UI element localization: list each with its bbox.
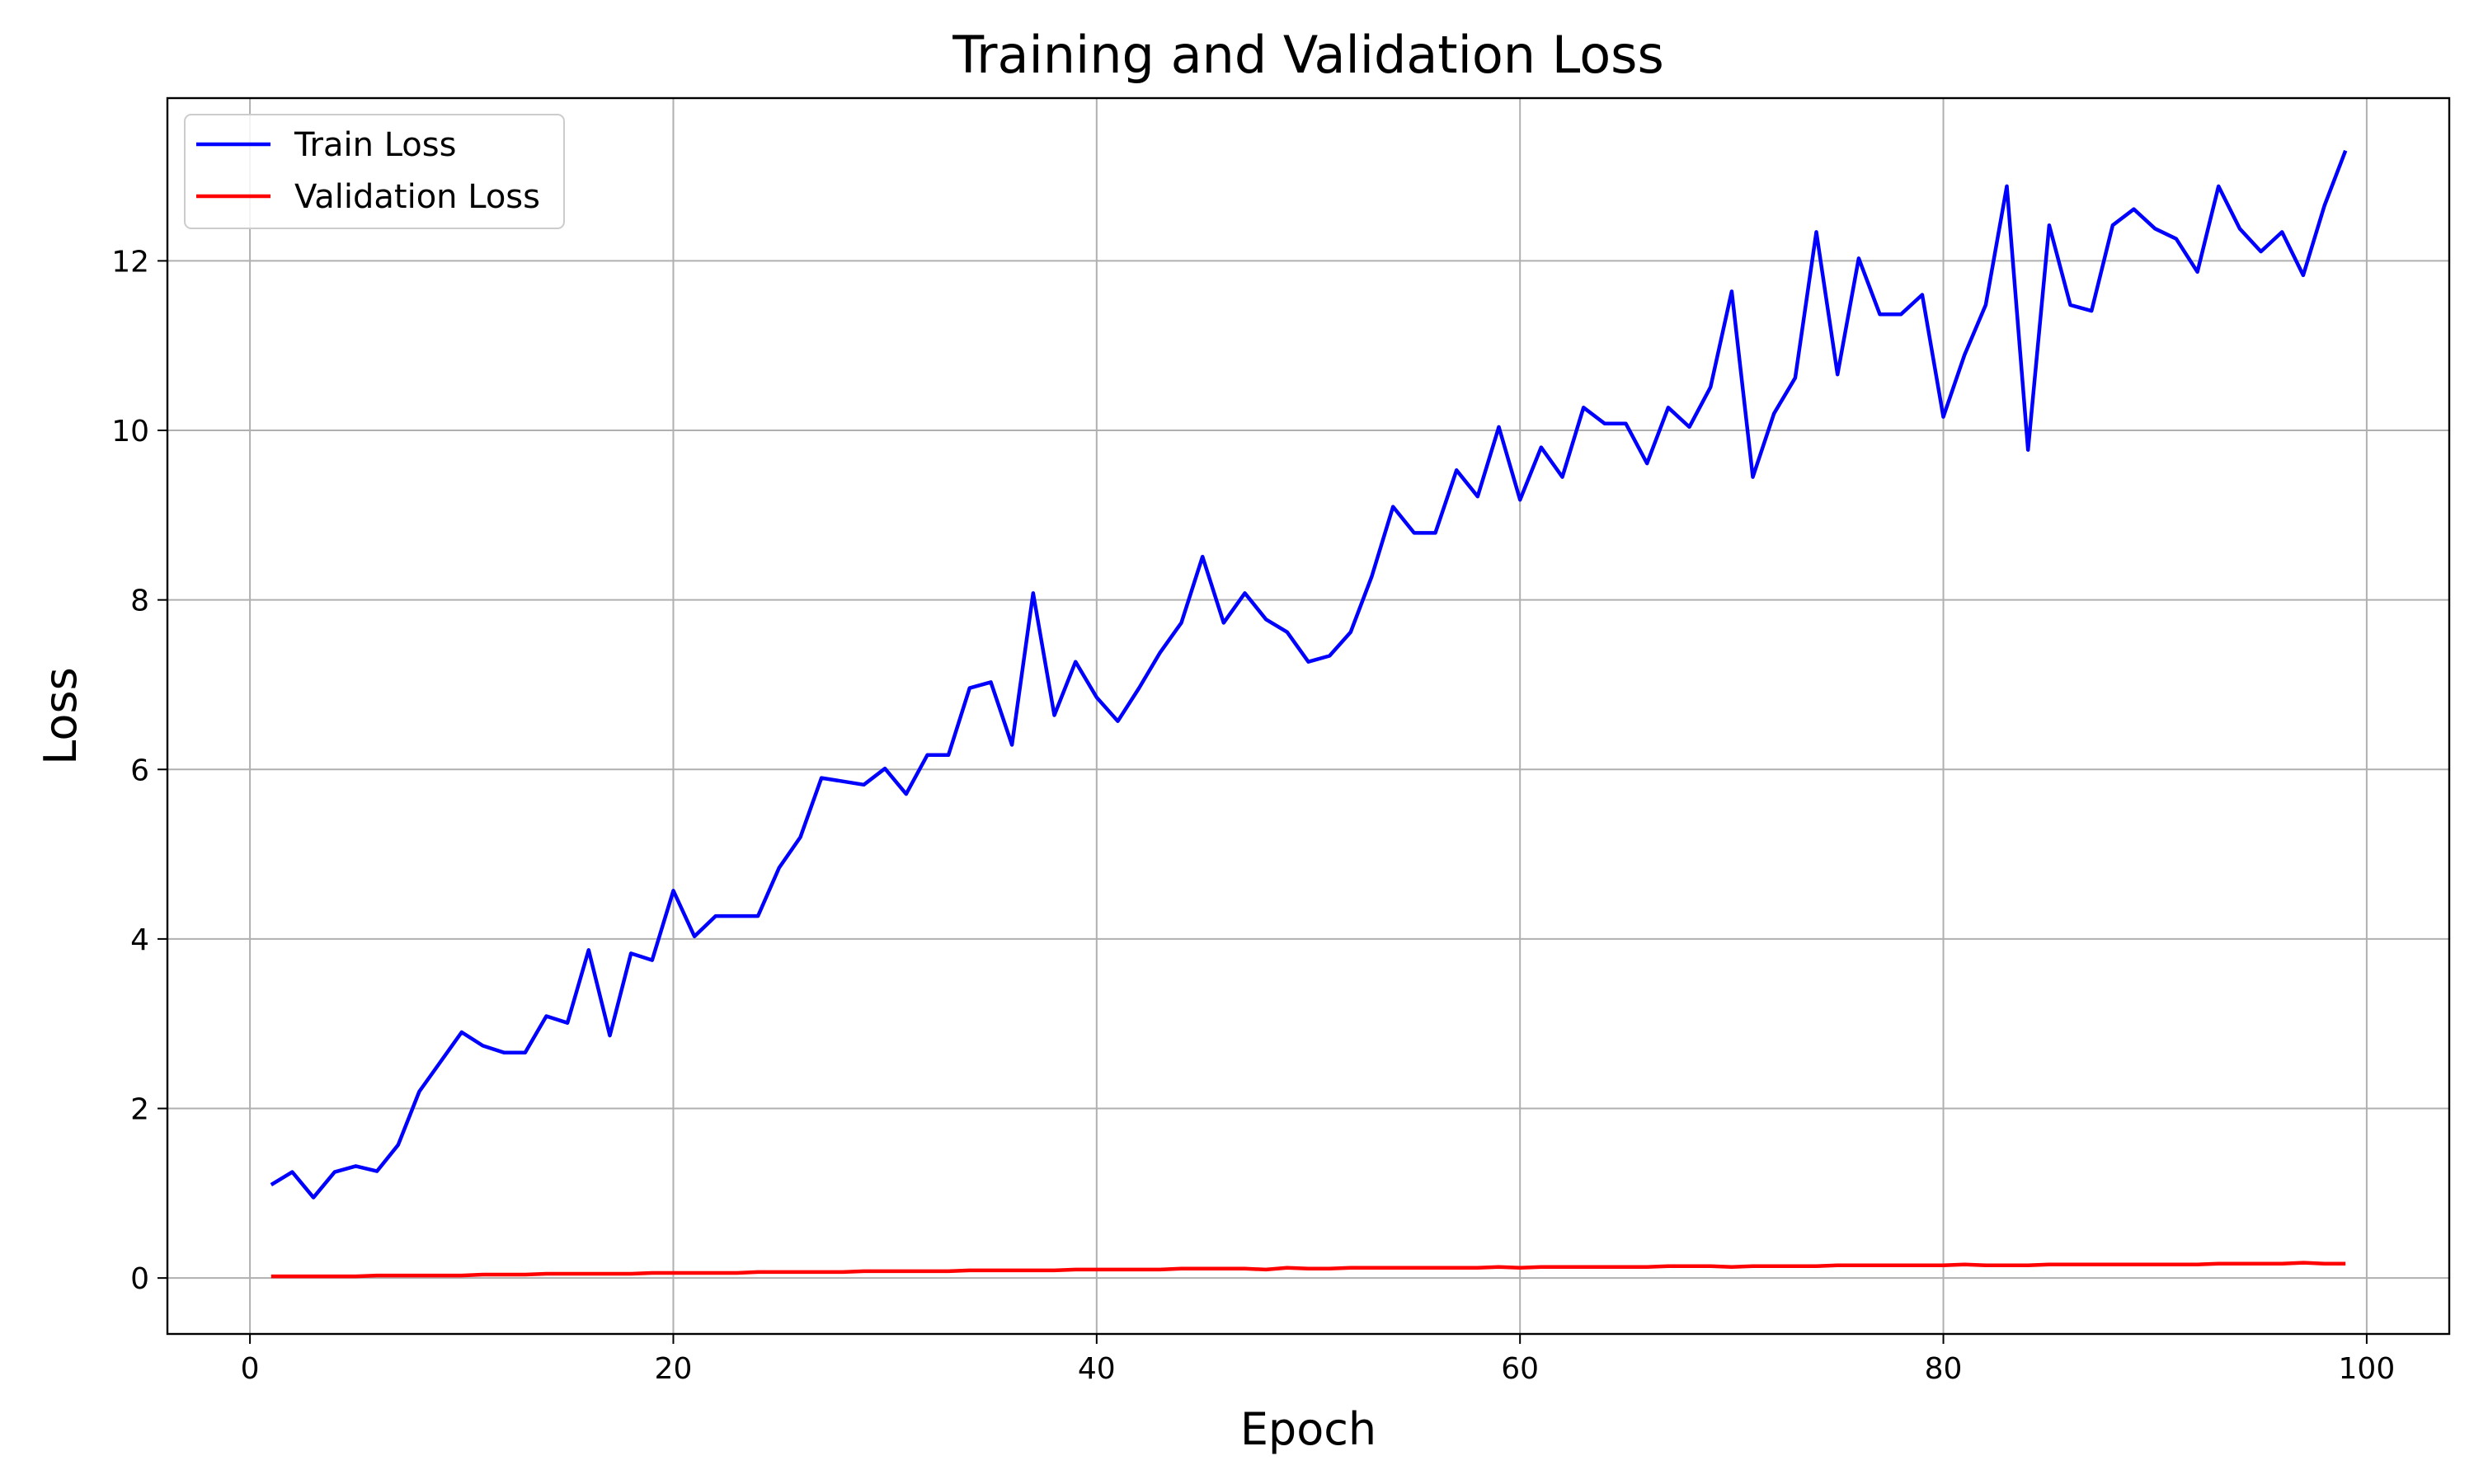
x-tick-label: 100 — [2339, 1352, 2396, 1386]
x-tick-label: 80 — [1925, 1352, 1963, 1386]
y-tick-label: 10 — [111, 415, 149, 448]
grid-lines — [167, 98, 2449, 1334]
y-axis-label: Loss — [35, 667, 87, 764]
series-line-validation-loss — [270, 1261, 2346, 1279]
y-tick-label: 4 — [130, 923, 149, 957]
chart-title: Training and Validation Loss — [952, 25, 1664, 85]
y-tick-label: 8 — [130, 585, 149, 618]
legend-label-train-loss: Train Loss — [294, 126, 456, 164]
y-tick-label: 2 — [130, 1093, 149, 1127]
y-tick-label: 6 — [130, 754, 149, 787]
x-tick-label: 20 — [655, 1352, 693, 1386]
plot-area-frame — [166, 96, 2451, 1336]
series-line-train-loss — [270, 149, 2348, 1200]
x-axis-label: Epoch — [1240, 1403, 1376, 1455]
y-tick-label: 12 — [111, 245, 149, 279]
x-tick-label: 60 — [1501, 1352, 1539, 1386]
legend-label-validation-loss: Validation Loss — [294, 178, 540, 216]
x-tick-label: 40 — [1078, 1352, 1116, 1386]
axis-ticks: 0 20 40 60 80 100 0 2 4 6 8 10 12 — [111, 245, 2395, 1386]
x-tick-label: 0 — [241, 1352, 260, 1386]
legend: Train Loss Validation Loss — [184, 114, 565, 229]
legend-box — [184, 114, 565, 229]
y-tick-label: 0 — [130, 1262, 149, 1296]
series-lines — [270, 149, 2348, 1279]
